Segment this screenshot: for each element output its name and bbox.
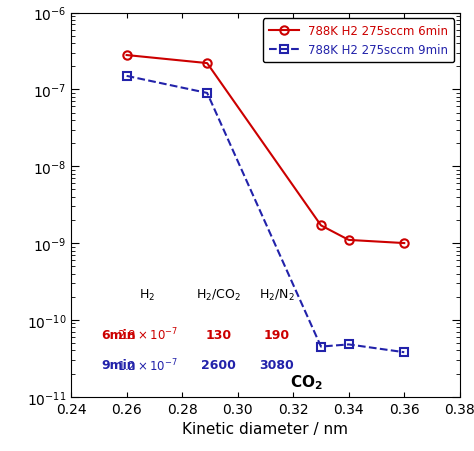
788K H2 275sccm 6min bbox=[346, 238, 352, 243]
Text: 3080: 3080 bbox=[259, 359, 294, 372]
Text: 9min: 9min bbox=[101, 359, 136, 372]
Line: 788K H2 275sccm 9min: 788K H2 275sccm 9min bbox=[122, 73, 409, 357]
Legend: 788K H2 275sccm 6min, 788K H2 275sccm 9min: 788K H2 275sccm 6min, 788K H2 275sccm 9m… bbox=[263, 19, 454, 63]
788K H2 275sccm 6min bbox=[318, 223, 324, 229]
788K H2 275sccm 9min bbox=[124, 74, 129, 79]
Text: $1.2\times10^{-7}$: $1.2\times10^{-7}$ bbox=[117, 357, 178, 373]
788K H2 275sccm 9min bbox=[318, 344, 324, 350]
Text: $\rm H_2/N_2$: $\rm H_2/N_2$ bbox=[259, 287, 294, 303]
788K H2 275sccm 9min bbox=[346, 342, 352, 347]
Text: $\bf{CO_2}$: $\bf{CO_2}$ bbox=[291, 373, 323, 391]
Text: $\rm H_2$: $\rm H_2$ bbox=[139, 287, 155, 303]
Line: 788K H2 275sccm 6min: 788K H2 275sccm 6min bbox=[122, 52, 409, 248]
Text: $\rm H_2/CO_2$: $\rm H_2/CO_2$ bbox=[196, 287, 241, 303]
788K H2 275sccm 9min bbox=[401, 350, 407, 355]
788K H2 275sccm 9min bbox=[204, 91, 210, 97]
Text: 190: 190 bbox=[264, 328, 290, 341]
788K H2 275sccm 6min bbox=[401, 241, 407, 246]
788K H2 275sccm 6min bbox=[124, 53, 129, 59]
Text: $2.8\times10^{-7}$: $2.8\times10^{-7}$ bbox=[117, 326, 178, 343]
Text: 2600: 2600 bbox=[201, 359, 236, 372]
788K H2 275sccm 6min bbox=[204, 61, 210, 67]
Text: 6min: 6min bbox=[101, 328, 136, 341]
X-axis label: Kinetic diameter / nm: Kinetic diameter / nm bbox=[182, 421, 348, 436]
Text: 130: 130 bbox=[205, 328, 231, 341]
